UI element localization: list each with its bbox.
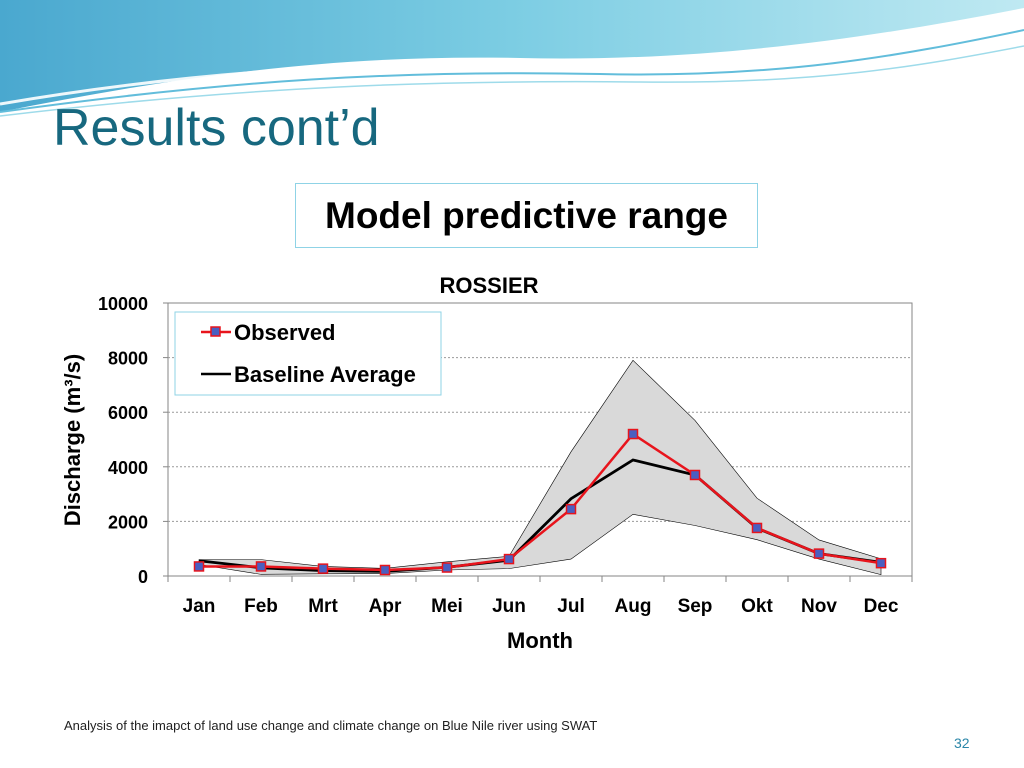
legend-box — [174, 311, 442, 396]
x-tick-label: Feb — [244, 596, 278, 617]
y-tick-label: 2000 — [108, 512, 148, 532]
x-tick-label: Sep — [678, 596, 713, 617]
y-tick-label: 8000 — [108, 349, 148, 369]
footer-caption: Analysis of the imapct of land use chang… — [64, 718, 598, 733]
observed-point — [689, 469, 701, 481]
page-number: 32 — [954, 735, 970, 751]
observed-line — [199, 432, 882, 572]
x-tick-label: Mrt — [308, 596, 338, 617]
observed-point — [565, 503, 577, 515]
y-tick-label: 6000 — [108, 403, 148, 423]
observed-point — [627, 428, 639, 440]
y-tick-labels: 0 2000 4000 6000 8000 10000 — [98, 294, 148, 587]
subtitle-text: Model predictive range — [325, 194, 728, 236]
x-tick-label: Aug — [615, 596, 652, 617]
observed-point — [813, 548, 825, 559]
observed-point — [503, 553, 515, 565]
chart-title: ROSSIER — [439, 273, 538, 298]
y-axis-label: Discharge (m³/s) — [60, 354, 85, 526]
x-tick-label: Jun — [492, 596, 526, 617]
y-tick-label: 0 — [138, 567, 148, 587]
observed-point — [751, 522, 763, 534]
observed-point — [379, 564, 391, 576]
x-tick-label: Dec — [864, 596, 899, 617]
y-tick-label: 4000 — [108, 458, 148, 478]
x-tick-label: Okt — [741, 596, 773, 617]
x-tick-label: Jul — [557, 596, 584, 617]
observed-point — [193, 561, 205, 572]
x-tick-labels: Jan Feb Mrt Apr Mei Jun Jul Aug Sep Okt Nov Dec — [183, 596, 899, 617]
legend-observed-marker — [210, 326, 221, 337]
observed-point — [441, 562, 453, 573]
legend-baseline-label: Baseline Average — [234, 362, 416, 387]
slide-title: Results cont’d — [53, 99, 380, 157]
legend-observed-label: Observed — [234, 320, 336, 345]
x-tick-label: Jan — [183, 596, 216, 617]
observed-point — [875, 557, 887, 569]
observed-point — [255, 561, 267, 572]
x-axis-label: Month — [507, 628, 573, 653]
axis-ticks — [163, 302, 913, 582]
series-layer — [193, 428, 887, 576]
legend: Observed Baseline Average — [174, 311, 442, 396]
observed-point — [317, 563, 329, 574]
subtitle-box: Model predictive range — [295, 183, 758, 248]
x-tick-label: Nov — [801, 596, 837, 617]
y-tick-label: 10000 — [98, 294, 148, 314]
x-tick-label: Apr — [369, 596, 402, 617]
x-tick-label: Mei — [431, 596, 463, 617]
header-wave-banner — [0, 0, 1024, 117]
